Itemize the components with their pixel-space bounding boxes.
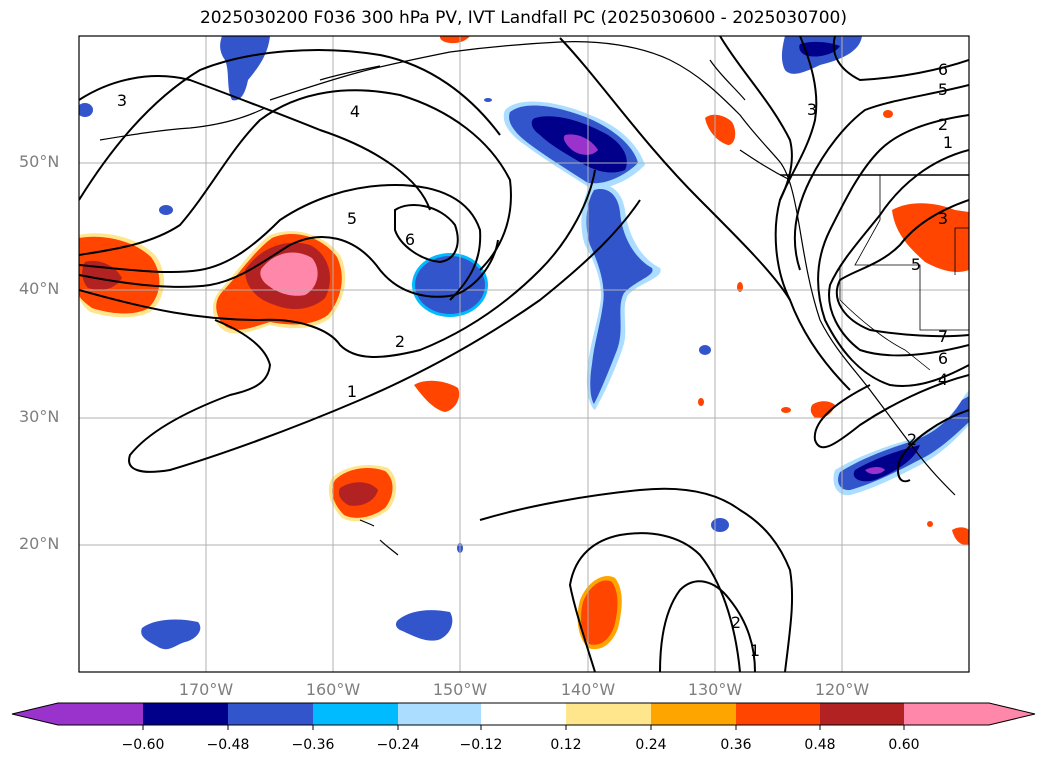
negative-pv-small-features	[79, 36, 969, 650]
pv-shading	[79, 36, 969, 650]
colorbar-bin	[904, 703, 989, 725]
lon-label: 120°W	[814, 680, 870, 699]
colorbar-bin	[58, 703, 143, 725]
contour-label: 3	[117, 91, 127, 110]
lon-label: 160°W	[305, 680, 361, 699]
lon-label: 140°W	[560, 680, 616, 699]
colorbar-tick-label: −0.24	[376, 737, 420, 753]
negative-pv-streamer	[581, 183, 661, 410]
lon-label: 150°W	[432, 680, 488, 699]
lat-label: 50°N	[19, 152, 60, 171]
colorbar-tick-label: −0.36	[291, 737, 335, 753]
colorbar-bin	[566, 703, 651, 725]
colorbar-tick-label: 0.24	[635, 737, 667, 753]
contour-label: 2	[907, 430, 917, 449]
contour-label: 1	[347, 382, 357, 401]
contour-labels: 3 4 5 6 2 1 3 6 5 2 1 3 5 7 6 4 2 2 1	[117, 60, 953, 660]
contour-label: 3	[807, 100, 817, 119]
lat-label: 20°N	[19, 534, 60, 553]
map-frame	[78, 35, 970, 673]
colorbar-bin	[313, 703, 398, 725]
map-title: 2025030200 F036 300 hPa PV, IVT Landfall…	[199, 8, 847, 28]
colorbar-bin	[651, 703, 736, 725]
lat-label: 40°N	[19, 279, 60, 298]
lat-label: 30°N	[19, 407, 60, 426]
positive-pv-hawaii	[328, 465, 397, 522]
colorbar-tick-label: 0.36	[720, 737, 752, 753]
positive-pv-central	[212, 231, 346, 334]
colorbar-extend-high	[989, 703, 1035, 725]
positive-pv-small-features	[414, 36, 969, 650]
graticule	[79, 36, 969, 672]
colorbar-tick-label: −0.48	[206, 737, 250, 753]
contour-label: 6	[938, 60, 948, 79]
colorbar-bin	[398, 703, 481, 725]
colorbar-extend-low	[12, 703, 58, 725]
colorbar-tick-label: 0.48	[804, 737, 836, 753]
contour-label: 1	[943, 133, 953, 152]
lon-label: 130°W	[687, 680, 743, 699]
negative-pv-region-northpac	[503, 101, 645, 189]
contour-label: 2	[938, 115, 948, 134]
colorbar-tick-label: 0.60	[888, 737, 920, 753]
contour-label: 2	[395, 332, 405, 351]
positive-pv-west	[79, 233, 165, 318]
colorbar-tick-label: 0.12	[550, 737, 582, 753]
colorbar-tick-label: −0.12	[459, 737, 503, 753]
colorbar-bin	[736, 703, 820, 725]
contour-label: 5	[938, 80, 948, 99]
contour-label: 3	[938, 209, 948, 228]
colorbar-tick-label: −0.60	[121, 737, 165, 753]
colorbar-bin	[481, 703, 566, 725]
colorbar-bin	[143, 703, 228, 725]
lon-label: 170°W	[178, 680, 234, 699]
contour-label: 7	[938, 327, 948, 346]
ivt-contours	[79, 36, 969, 672]
colorbar-outline	[11, 702, 1036, 726]
colorbar	[11, 702, 1036, 730]
contour-label: 4	[938, 370, 948, 389]
contour-label: 1	[750, 641, 760, 660]
contour-label: 4	[350, 102, 360, 121]
contour-label: 6	[938, 349, 948, 368]
contour-label: 5	[911, 255, 921, 274]
contour-label: 2	[731, 613, 741, 632]
contour-label: 6	[405, 230, 415, 249]
colorbar-bin	[820, 703, 904, 725]
colorbar-bin	[228, 703, 313, 725]
contour-label: 5	[347, 209, 357, 228]
